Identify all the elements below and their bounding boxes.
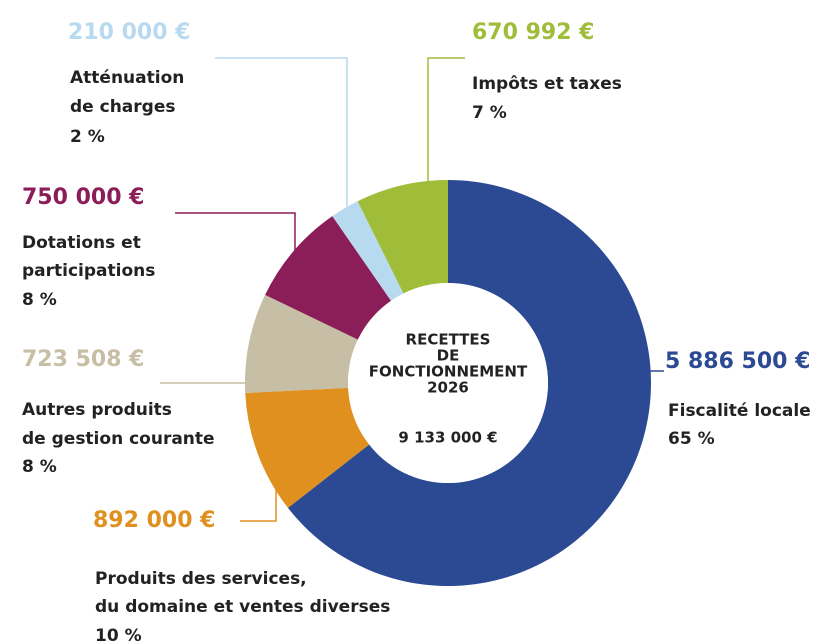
center-title: DE [437, 347, 460, 365]
amount-label: 670 992 € [472, 20, 594, 45]
category-label: Dotations et [22, 233, 141, 253]
percent-label: 8 % [22, 290, 57, 310]
category-label: Produits des services, [95, 569, 307, 589]
amount-label: 750 000 € [22, 185, 144, 210]
donut-segment [245, 387, 370, 508]
center-title: 2026 [427, 379, 469, 397]
percent-label: 2 % [70, 127, 105, 147]
category-label: de gestion courante [22, 429, 215, 449]
center-title: RECETTES [406, 331, 491, 349]
leader-line [215, 57, 348, 210]
percent-label: 8 % [22, 457, 57, 477]
category-label: du domaine et ventes diverses [95, 597, 390, 617]
amount-label: 892 000 € [93, 508, 215, 533]
category-label: Autres produits [22, 400, 172, 420]
amount-label: 5 886 500 € [665, 349, 810, 374]
donut-hole [348, 283, 548, 483]
category-label: Impôts et taxes [472, 74, 622, 94]
category-label: de charges [70, 97, 175, 117]
category-label: Atténuation [70, 68, 184, 88]
category-label: participations [22, 261, 155, 281]
category-label: Fiscalité locale [668, 401, 811, 421]
leader-line [240, 488, 277, 522]
percent-label: 65 % [668, 429, 715, 449]
donut-segment [265, 216, 392, 340]
amount-label: 723 508 € [22, 347, 144, 372]
amount-label: 210 000 € [68, 20, 190, 45]
donut-segment [332, 201, 404, 301]
percent-label: 7 % [472, 103, 507, 123]
leader-line [427, 57, 465, 185]
donut-segment [245, 294, 358, 393]
donut-segment [287, 180, 651, 586]
percent-label: 10 % [95, 626, 142, 644]
leader-line [175, 212, 296, 255]
center-title: FONCTIONNEMENT [369, 363, 528, 381]
center-total: 9 133 000 € [398, 429, 497, 447]
donut-segment [357, 180, 448, 294]
